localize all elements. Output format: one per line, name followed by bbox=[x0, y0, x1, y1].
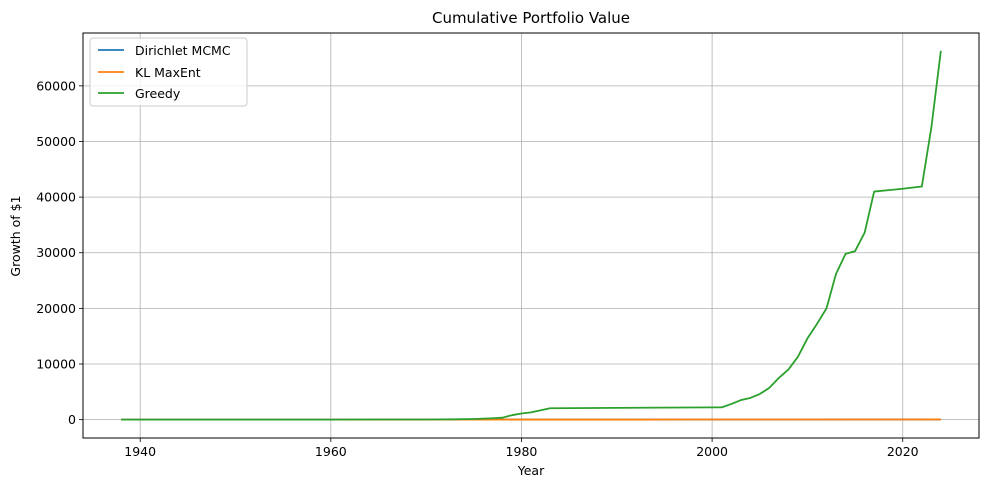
chart-title: Cumulative Portfolio Value bbox=[432, 9, 630, 27]
series-lines bbox=[121, 50, 942, 421]
y-tick-label-30000: 30000 bbox=[36, 245, 76, 260]
legend-label-dirichlet-mcmc: Dirichlet MCMC bbox=[135, 43, 231, 58]
grid bbox=[83, 33, 979, 438]
y-tick-label-60000: 60000 bbox=[36, 78, 76, 93]
plot-frame bbox=[82, 32, 980, 439]
series-line-greedy bbox=[121, 50, 942, 421]
legend-box bbox=[89, 37, 248, 107]
y-axis-label: Growth of $1 bbox=[8, 195, 23, 276]
x-tick-label-1980: 1980 bbox=[506, 444, 538, 459]
x-tick-label-1940: 1940 bbox=[124, 444, 156, 459]
x-tick-label-1960: 1960 bbox=[315, 444, 347, 459]
y-tick-label-20000: 20000 bbox=[36, 301, 76, 316]
legend-label-kl-maxent: KL MaxEnt bbox=[135, 65, 201, 80]
y-tick-label-10000: 10000 bbox=[36, 357, 76, 372]
y-tick-label-50000: 50000 bbox=[36, 134, 76, 149]
x-axis-label: Year bbox=[517, 463, 545, 478]
x-tick-label-2020: 2020 bbox=[887, 444, 919, 459]
y-tick-label-40000: 40000 bbox=[36, 190, 76, 205]
y-tick-label-0: 0 bbox=[68, 412, 76, 427]
legend-label-greedy: Greedy bbox=[135, 86, 181, 101]
x-tick-label-2000: 2000 bbox=[696, 444, 728, 459]
axis-ticks: 1940 1960 1980 2000 2020 0 10000 20000 30000 4000… bbox=[36, 78, 918, 459]
legend: Dirichlet MCMC KL MaxEnt Greedy bbox=[89, 37, 248, 107]
